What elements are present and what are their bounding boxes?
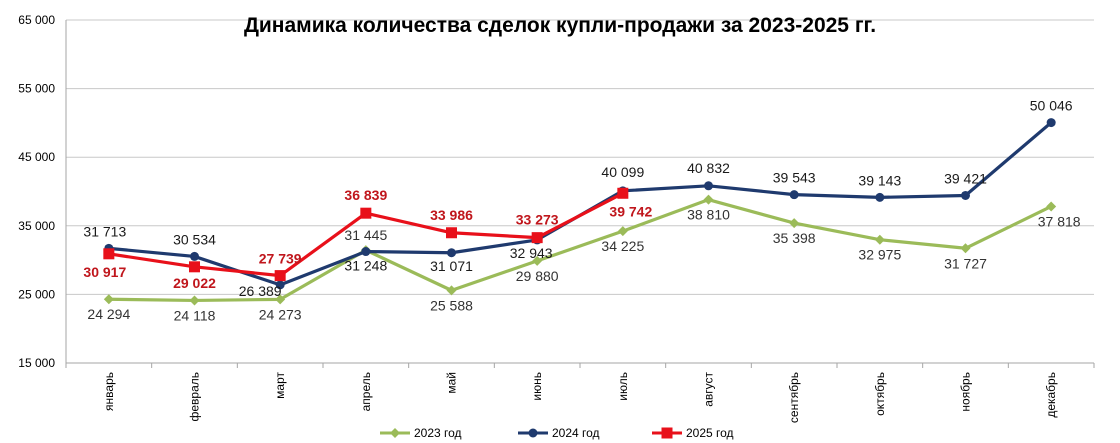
data-point bbox=[617, 226, 628, 237]
y-tick-label: 35 000 bbox=[18, 219, 55, 233]
data-label: 24 294 bbox=[87, 306, 130, 322]
series-group bbox=[103, 118, 1057, 306]
data-label: 30 917 bbox=[83, 264, 126, 280]
data-point bbox=[1046, 201, 1057, 212]
legend: 2023 год 2024 год 2025 год bbox=[380, 426, 734, 440]
data-point bbox=[446, 227, 457, 239]
x-tick-label: июль bbox=[616, 372, 630, 401]
y-tick-label: 45 000 bbox=[18, 150, 55, 164]
data-label: 39 742 bbox=[609, 203, 652, 219]
data-label: 38 810 bbox=[687, 207, 730, 223]
data-point bbox=[361, 247, 371, 257]
legend-marker bbox=[390, 428, 400, 438]
data-point bbox=[874, 234, 885, 245]
data-point bbox=[189, 295, 200, 306]
data-point bbox=[275, 294, 286, 305]
data-labels: 24 294 24 118 24 273 31 445 25 588 29 880 34 2… bbox=[83, 98, 1080, 324]
grid bbox=[65, 19, 1094, 364]
data-label: 32 943 bbox=[510, 245, 553, 261]
legend-item: 2024 год bbox=[518, 426, 600, 440]
x-tick-label: октябрь bbox=[873, 372, 887, 416]
data-label: 33 986 bbox=[430, 207, 473, 223]
data-label: 40 099 bbox=[601, 164, 644, 180]
data-label: 31 248 bbox=[344, 258, 387, 274]
data-label: 50 046 bbox=[1030, 98, 1073, 114]
data-point bbox=[189, 261, 200, 273]
data-point bbox=[446, 285, 457, 296]
data-point bbox=[703, 194, 714, 205]
data-point bbox=[875, 192, 885, 202]
data-label: 31 071 bbox=[430, 258, 473, 274]
data-label: 29 880 bbox=[516, 268, 559, 284]
data-label: 31 445 bbox=[344, 227, 387, 243]
data-label: 39 543 bbox=[773, 170, 816, 186]
data-label: 25 588 bbox=[430, 297, 473, 313]
y-tick-label: 65 000 bbox=[18, 13, 55, 27]
x-tick-label: август bbox=[702, 372, 716, 407]
y-tick-label: 25 000 bbox=[18, 287, 55, 301]
data-label: 37 818 bbox=[1038, 213, 1081, 229]
data-point bbox=[103, 248, 115, 260]
legend-item: 2025 год bbox=[652, 426, 734, 440]
x-tick-label: ноябрь bbox=[959, 372, 973, 412]
legend-item: 2023 год bbox=[380, 426, 462, 440]
data-point bbox=[960, 243, 971, 254]
data-label: 32 975 bbox=[858, 247, 901, 263]
data-label: 24 118 bbox=[174, 307, 216, 323]
data-label: 27 739 bbox=[259, 251, 302, 267]
data-label: 29 022 bbox=[173, 275, 216, 291]
data-label: 31 713 bbox=[83, 223, 126, 239]
x-tick-label: июнь bbox=[530, 372, 544, 401]
data-label: 24 273 bbox=[259, 306, 302, 322]
x-tick-label: апрель bbox=[359, 372, 373, 411]
series-1 bbox=[103, 194, 1057, 306]
legend-marker bbox=[661, 427, 673, 439]
data-label: 34 225 bbox=[601, 238, 644, 254]
data-label: 39 421 bbox=[944, 170, 987, 186]
x-tick-label: декабрь bbox=[1044, 372, 1058, 418]
data-point bbox=[789, 218, 800, 229]
data-point bbox=[1046, 118, 1056, 128]
data-point bbox=[274, 270, 286, 282]
data-point bbox=[961, 190, 970, 200]
x-tick-label: сентябрь bbox=[787, 372, 801, 423]
x-axis: январь февраль март апрель май июнь июль август… bbox=[65, 363, 1095, 423]
data-label: 40 832 bbox=[687, 160, 730, 176]
data-point bbox=[617, 187, 629, 199]
legend-label: 2025 год bbox=[686, 426, 734, 440]
x-tick-label: март bbox=[273, 372, 287, 399]
series-line bbox=[108, 198, 1052, 303]
data-point bbox=[190, 251, 199, 261]
data-point bbox=[532, 255, 543, 266]
legend-label: 2024 год bbox=[552, 426, 600, 440]
data-label: 30 534 bbox=[173, 231, 216, 247]
legend-marker bbox=[528, 428, 538, 438]
data-point bbox=[447, 248, 456, 258]
y-axis: 15 000 25 000 35 000 45 000 55 000 65 000 bbox=[18, 13, 55, 370]
data-point bbox=[360, 207, 372, 219]
data-point bbox=[789, 190, 799, 200]
x-tick-label: январь bbox=[102, 372, 116, 411]
y-tick-label: 15 000 bbox=[18, 356, 55, 370]
x-tick-label: февраль bbox=[188, 372, 202, 422]
data-label: 26 389 bbox=[239, 283, 282, 299]
data-point bbox=[103, 294, 114, 305]
legend-label: 2023 год bbox=[414, 426, 462, 440]
data-point bbox=[704, 181, 713, 191]
series-3 bbox=[103, 187, 629, 282]
series-2 bbox=[104, 118, 1056, 290]
data-point bbox=[531, 232, 543, 244]
data-label: 39 143 bbox=[858, 172, 901, 188]
data-label: 36 839 bbox=[344, 187, 387, 203]
data-point bbox=[275, 280, 285, 290]
chart-title: Динамика количества сделок купли-продажи… bbox=[244, 14, 876, 37]
series-line bbox=[108, 121, 1053, 287]
data-label: 35 398 bbox=[773, 230, 816, 246]
y-tick-label: 55 000 bbox=[18, 82, 55, 96]
data-label: 33 273 bbox=[516, 212, 559, 228]
data-label: 31 727 bbox=[944, 255, 987, 271]
x-tick-label: май bbox=[445, 372, 459, 394]
